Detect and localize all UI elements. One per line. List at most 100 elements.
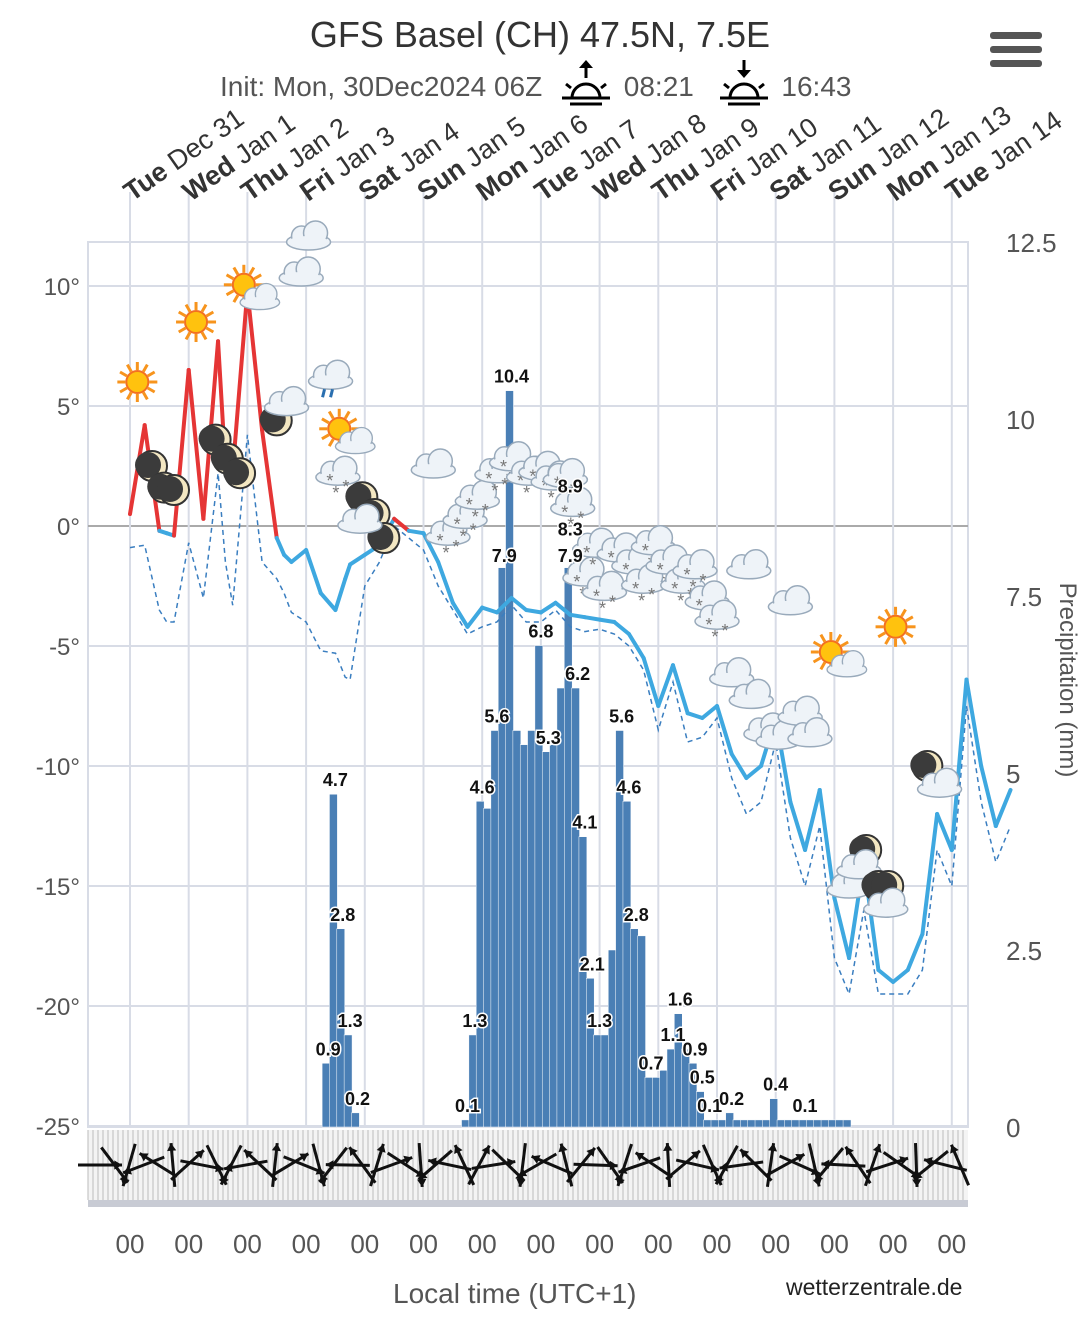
svg-text:*: * <box>573 572 580 592</box>
wind-arrow <box>950 1144 970 1186</box>
wind-arrow <box>912 1149 949 1181</box>
precip-bar <box>505 390 514 1128</box>
svg-text:*: * <box>689 577 696 597</box>
precip-bar <box>622 801 632 1128</box>
temperature-segment <box>245 288 265 432</box>
y-right-tick: 0 <box>1006 1113 1020 1143</box>
temperature-segment <box>773 716 793 804</box>
wind-arrow <box>311 1143 327 1187</box>
precip-bar <box>666 1048 676 1128</box>
cloud-icon <box>787 717 833 748</box>
precip-bars <box>321 390 852 1128</box>
x-tick-label: 00 <box>233 1229 262 1259</box>
svg-text:*: * <box>326 471 333 491</box>
precip-bar <box>527 730 536 1128</box>
day-label: Fri Jan 3 <box>294 120 400 207</box>
precip-label: 0.5 <box>690 1068 715 1088</box>
day-label: Thu Jan 2 <box>236 112 354 207</box>
cloud-icon <box>611 544 657 575</box>
temperature-segment <box>274 536 287 557</box>
svg-text:*: * <box>482 501 489 521</box>
day-label: Wed Jan 8 <box>588 108 712 207</box>
svg-text:*: * <box>454 514 461 534</box>
wind-arrow <box>417 1142 427 1188</box>
y-right-tick: 7.5 <box>1006 582 1042 612</box>
moon-icon <box>357 498 391 530</box>
temperature-segment <box>172 368 191 538</box>
precip-label: 0.7 <box>638 1053 663 1073</box>
precip-bar <box>688 1063 698 1128</box>
temperature-segment <box>729 752 749 780</box>
temperature-segment <box>333 576 348 612</box>
cloud-icon <box>474 453 520 484</box>
precip-bar <box>762 1119 771 1128</box>
temperature-segment <box>597 617 617 624</box>
y-right-title: Precipitation (mm) <box>1054 583 1080 778</box>
wind-arrow <box>865 1156 909 1174</box>
cloud-icon <box>620 563 667 594</box>
snowflake-icon: * ** <box>583 543 606 575</box>
svg-text:*: * <box>696 596 703 616</box>
temperature-segment <box>392 516 411 533</box>
moon-icon <box>223 457 257 490</box>
y-left-tick: -25° <box>36 1114 80 1141</box>
wind-barbs <box>78 1130 970 1207</box>
svg-text:*: * <box>452 537 459 557</box>
hamburger-menu-icon[interactable] <box>990 32 1042 72</box>
precip-label: 0.1 <box>455 1096 480 1116</box>
temperature-segment <box>216 339 228 468</box>
temperature-segment <box>920 812 940 936</box>
day-label: Sat Jan 4 <box>353 116 465 207</box>
snowflake-icon: * ** <box>529 466 552 498</box>
site-credit[interactable]: wetterzentrale.de <box>786 1274 963 1300</box>
snowflake-icon: * ** <box>671 579 694 611</box>
temperature-segment <box>157 528 169 536</box>
temperature-segment <box>164 531 177 538</box>
cloud-icon <box>726 549 772 580</box>
svg-text:*: * <box>608 548 615 568</box>
cloud-icon <box>278 256 324 287</box>
precip-bar <box>593 1034 602 1128</box>
temperature-segment <box>715 704 734 756</box>
wind-arrow <box>471 1158 516 1170</box>
precip-bar <box>512 730 522 1128</box>
svg-text:*: * <box>671 579 678 599</box>
grid <box>87 192 969 1128</box>
svg-text:*: * <box>535 478 542 498</box>
svg-text:*: * <box>472 507 479 527</box>
wind-arrow <box>663 1142 673 1188</box>
svg-text:*: * <box>470 520 477 540</box>
wind-arrow <box>813 1147 845 1183</box>
wind-arrow <box>821 1159 866 1169</box>
cloud-icon <box>315 455 361 486</box>
y-right-tick: 2.5 <box>1006 936 1042 966</box>
wind-arrow <box>78 1160 122 1170</box>
cloud-icon <box>581 570 628 602</box>
wind-arrow <box>386 1151 426 1179</box>
wind-arrow <box>844 1145 872 1185</box>
temperature-segment <box>480 605 499 615</box>
precip-bar <box>534 645 544 1128</box>
precip-label: 8.3 <box>558 520 583 540</box>
precip-bar <box>820 1119 830 1128</box>
cloud-icon <box>307 359 354 390</box>
day-label: Sun Jan 5 <box>412 111 531 207</box>
precip-label: 5.6 <box>484 707 509 727</box>
cloud-icon <box>708 657 755 688</box>
wind-arrow <box>219 1144 243 1186</box>
moon-icon <box>345 481 379 514</box>
precip-label: 1.3 <box>462 1011 487 1031</box>
temperature-segment <box>494 596 514 615</box>
wind-arrow <box>180 1159 224 1173</box>
svg-text:*: * <box>554 474 561 494</box>
wind-arrow <box>778 1154 821 1176</box>
sunset-time: 16:43 <box>781 70 852 102</box>
temperature-segment <box>377 516 397 548</box>
temperature-segment <box>553 600 573 617</box>
cloud-icon <box>239 282 281 311</box>
temperature-segment <box>260 428 279 540</box>
temperature-segment <box>964 677 984 768</box>
x-tick-label: 00 <box>761 1229 790 1259</box>
precip-bar <box>336 928 345 1128</box>
temperature-segment <box>744 764 764 780</box>
